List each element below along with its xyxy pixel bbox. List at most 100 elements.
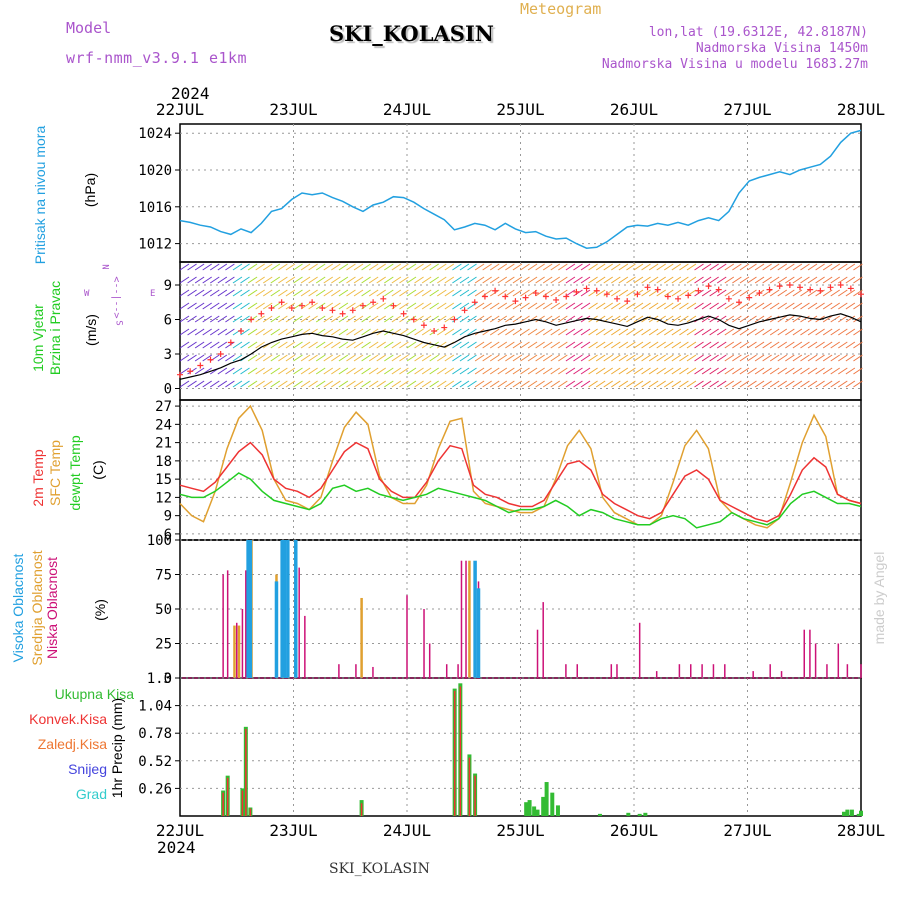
wind-barb <box>255 302 265 310</box>
wind-barb <box>807 341 818 349</box>
wind-barb <box>179 354 190 362</box>
wind-barb <box>225 354 235 362</box>
wind-barb <box>293 289 303 297</box>
wind-barb <box>436 354 447 362</box>
wind-barb <box>641 367 651 375</box>
wind-gust-mark <box>725 295 732 302</box>
model-altitude-label: Nadmorska Visina u modelu 1683.27m <box>601 57 868 72</box>
wind-gust-mark <box>664 293 671 300</box>
wind-barb <box>489 302 500 310</box>
wind-barb <box>331 367 341 375</box>
wind-barb <box>278 341 288 349</box>
wind-barb <box>845 341 856 349</box>
wind-barb <box>671 263 682 271</box>
y-tick-label: 9 <box>164 278 172 294</box>
wind-barb <box>300 276 311 284</box>
wind-barb <box>845 302 856 310</box>
wind-barb <box>663 328 674 336</box>
wind-barb <box>822 367 833 375</box>
wind-barb <box>656 341 666 349</box>
wind-barb <box>542 367 553 375</box>
wind-barb <box>421 380 432 388</box>
wind-barb <box>853 302 863 310</box>
wind-barb <box>187 276 197 284</box>
wind-barb <box>535 263 545 271</box>
wind-barb <box>701 302 712 310</box>
wind-barb <box>376 367 387 375</box>
wind-barb <box>785 263 795 271</box>
wind-barb <box>489 367 500 375</box>
wind-barb <box>505 289 515 297</box>
wind-barb <box>580 367 591 375</box>
wind-barb <box>732 328 742 336</box>
wind-barb <box>641 354 651 362</box>
wind-barb <box>482 380 492 388</box>
x-tick-top: 26JUL <box>610 100 658 119</box>
wind-barb <box>739 367 750 375</box>
wind-barb <box>679 302 689 310</box>
wind-barb <box>822 315 833 323</box>
wind-barb <box>558 341 568 349</box>
wind-gust-mark <box>502 293 509 300</box>
wind-barb <box>595 289 606 297</box>
wind-barb <box>346 328 356 336</box>
wind-barb <box>429 354 439 362</box>
wind-barb <box>482 302 492 310</box>
cloud-bar-low <box>724 664 726 678</box>
wind-barb <box>686 276 697 284</box>
wind-barb <box>444 367 455 375</box>
wind-barb <box>293 367 303 375</box>
wind-barb <box>558 289 568 297</box>
wind-barb <box>633 289 644 297</box>
wind-barb <box>436 328 447 336</box>
wind-barb <box>701 328 712 336</box>
wind-barb <box>595 302 606 310</box>
cloud-bar-low <box>445 664 448 678</box>
wind-barb <box>285 289 296 297</box>
wind-barb <box>467 315 477 323</box>
wind-barb <box>754 315 765 323</box>
precip-bar-conv <box>474 775 476 816</box>
wind-gust-mark <box>675 295 682 302</box>
wind-barb <box>527 367 538 375</box>
wind-barb <box>626 289 636 297</box>
wind-barb <box>232 367 243 375</box>
wind-barb <box>724 315 735 323</box>
wind-barb <box>663 315 674 323</box>
wind-barb <box>209 328 220 336</box>
wind-barb <box>694 354 704 362</box>
wind-barb <box>217 302 228 310</box>
wind-barb <box>686 341 697 349</box>
wind-barb <box>558 380 568 388</box>
wind-barb <box>724 380 735 388</box>
wind-barb <box>671 315 682 323</box>
wind-barb <box>611 380 621 388</box>
wind-barb <box>618 354 629 362</box>
wind-barb <box>391 328 402 336</box>
wind-barb <box>262 276 273 284</box>
wind-gust-mark <box>807 286 814 293</box>
wind-barb <box>346 276 356 284</box>
wind-barb <box>368 302 379 310</box>
wind-barb <box>853 315 863 323</box>
wind-barb <box>611 367 621 375</box>
wind-barb <box>845 380 856 388</box>
wind-barb <box>807 367 818 375</box>
x-tick-bottom: 22JUL <box>156 821 204 840</box>
wind-barb <box>542 263 553 271</box>
wind-barb <box>595 328 606 336</box>
wind-barb <box>376 276 387 284</box>
wind-gust-mark <box>847 285 854 292</box>
x-tick-top: 22JUL <box>156 100 204 119</box>
cloud-bar-low <box>712 664 715 678</box>
wind-barb <box>838 263 848 271</box>
wind-barb <box>315 367 326 375</box>
wind-barb <box>361 276 371 284</box>
wind-barb <box>436 341 447 349</box>
wind-gust-mark <box>319 305 326 311</box>
wind-barb <box>474 315 485 323</box>
precip-bar-total <box>859 810 863 816</box>
wind-barb <box>550 289 561 297</box>
wind-barb <box>459 354 470 362</box>
wind-barb <box>785 302 795 310</box>
